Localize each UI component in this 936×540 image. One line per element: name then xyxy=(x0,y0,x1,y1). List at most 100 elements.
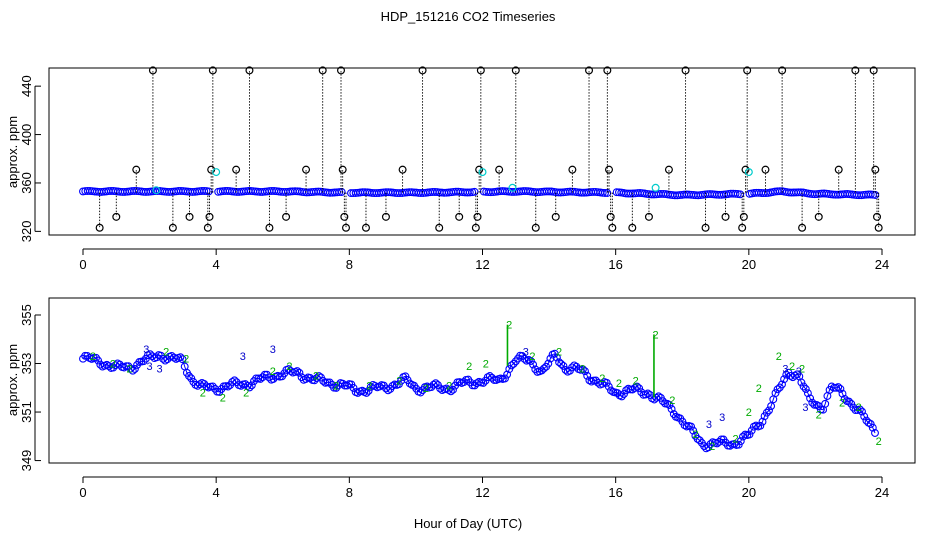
spike-point xyxy=(644,212,653,221)
spike-point xyxy=(338,165,347,174)
spike-point xyxy=(739,212,748,221)
spike-point xyxy=(551,212,560,221)
data-point xyxy=(247,381,256,390)
bottom-panel-ylabel: approx. ppm xyxy=(5,344,20,416)
data-point xyxy=(176,353,185,362)
flag-2-label: 2 xyxy=(423,383,429,395)
flag-2-label: 2 xyxy=(579,363,585,375)
data-point xyxy=(485,372,494,380)
flag-2-label: 2 xyxy=(599,373,605,385)
data-point xyxy=(821,399,830,408)
data-point xyxy=(529,360,538,369)
figure-title: HDP_151216 CO2 Timeseries xyxy=(381,9,556,24)
top-panel-x-ticks: 0 4 8 12 16 20 24 xyxy=(79,248,889,272)
data-point xyxy=(643,389,652,398)
data-point xyxy=(689,426,698,435)
flag-2-label: 2 xyxy=(776,351,782,363)
spike-point xyxy=(398,165,407,174)
secondary-point xyxy=(478,168,487,177)
flag-2-label: 2 xyxy=(839,397,845,409)
data-point xyxy=(416,388,425,397)
data-point xyxy=(687,422,696,431)
y-tick-label: 353 xyxy=(19,353,34,375)
data-point xyxy=(256,374,265,383)
flag-2-label: 2 xyxy=(616,378,622,390)
spike-point xyxy=(681,66,690,75)
spike-point xyxy=(743,66,752,75)
data-point xyxy=(332,383,341,392)
x-tick-label: 8 xyxy=(346,485,353,500)
data-point xyxy=(139,357,148,366)
data-point xyxy=(713,439,721,448)
spike-point xyxy=(495,165,504,174)
data-point xyxy=(552,353,561,362)
flag-2-label: 2 xyxy=(633,376,639,388)
data-point xyxy=(130,365,139,373)
data-point xyxy=(200,187,209,195)
data-point xyxy=(871,429,879,437)
y-tick-label: 349 xyxy=(19,450,34,472)
data-point xyxy=(468,381,477,390)
x-tick-label: 0 xyxy=(79,257,86,272)
x-tick-label: 16 xyxy=(608,485,622,500)
flag-2-label: 2 xyxy=(756,383,762,395)
bottom-panel-frame xyxy=(48,297,916,464)
flag-2-label: 2 xyxy=(653,329,659,341)
data-point xyxy=(589,376,598,385)
data-point xyxy=(501,374,509,383)
data-point xyxy=(591,376,600,385)
spike-point xyxy=(245,66,254,75)
x-tick-label: 12 xyxy=(475,485,489,500)
top-panel-y-ticks: 320 360 400 440 xyxy=(19,75,41,242)
data-point xyxy=(793,370,802,379)
spike-point xyxy=(282,212,291,221)
y-tick-label: 440 xyxy=(19,75,34,97)
flag-2-label: 2 xyxy=(243,388,249,400)
data-point xyxy=(806,394,815,403)
spike-point xyxy=(869,66,878,75)
data-point xyxy=(767,402,776,411)
flag-2-label: 2 xyxy=(709,441,715,453)
data-point xyxy=(230,376,239,385)
x-tick-label: 12 xyxy=(475,257,489,272)
x-tick-label: 20 xyxy=(742,485,756,500)
spike-point xyxy=(871,165,880,174)
data-point xyxy=(204,187,213,196)
flag-3-label: 3 xyxy=(523,346,529,358)
spike-point xyxy=(342,223,351,232)
data-point xyxy=(126,364,135,373)
spike-point xyxy=(606,212,615,221)
flag-2-label: 2 xyxy=(286,361,292,373)
data-point xyxy=(310,376,319,385)
spike-point xyxy=(455,212,464,221)
data-point xyxy=(561,365,570,374)
data-point xyxy=(185,372,193,380)
spike-point xyxy=(205,212,214,221)
spike-point xyxy=(302,165,311,174)
data-point xyxy=(845,397,853,406)
data-point xyxy=(801,385,810,393)
flag-2-label: 2 xyxy=(333,380,339,392)
data-point xyxy=(465,188,474,197)
data-point xyxy=(665,401,674,409)
data-point xyxy=(578,365,587,374)
flag-2-label: 2 xyxy=(200,388,206,400)
data-point xyxy=(810,400,819,409)
spike-point xyxy=(511,66,520,75)
spike-point xyxy=(628,223,637,232)
spike-point xyxy=(798,223,807,232)
spike-point xyxy=(203,223,212,232)
data-point xyxy=(109,363,118,372)
secondary-point xyxy=(152,186,161,195)
spike-point xyxy=(361,223,370,232)
data-point xyxy=(243,382,252,390)
data-point xyxy=(868,423,877,432)
data-point xyxy=(581,367,589,376)
data-point xyxy=(602,378,611,387)
x-tick-label: 4 xyxy=(213,257,220,272)
data-point xyxy=(658,397,667,406)
flag-2-label: 2 xyxy=(366,380,372,392)
spike-point xyxy=(232,165,241,174)
